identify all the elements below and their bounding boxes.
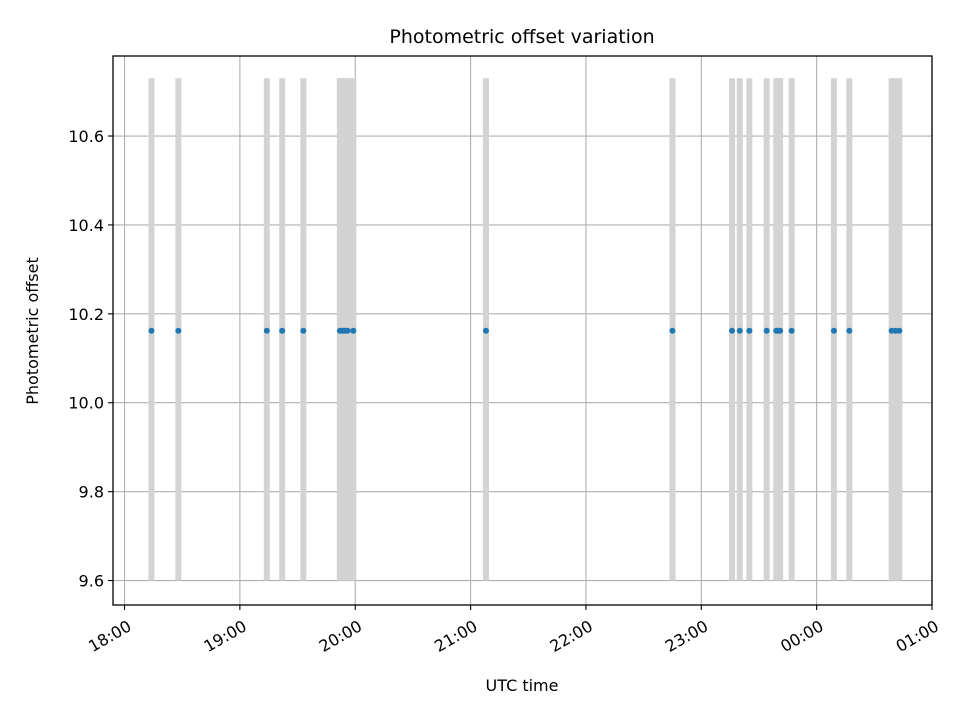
data-point xyxy=(746,327,753,334)
data-point xyxy=(263,327,270,334)
data-point xyxy=(350,327,357,334)
y-tick-label: 10.6 xyxy=(68,127,104,146)
plot-frame xyxy=(112,55,933,606)
y-tick-label: 10.0 xyxy=(68,394,104,413)
y-tick-label: 10.4 xyxy=(68,216,104,235)
data-point xyxy=(669,327,676,334)
data-point xyxy=(788,327,795,334)
data-point xyxy=(148,327,155,334)
chart-title: Photometric offset variation xyxy=(389,26,654,48)
y-axis-ticks: 9.6 9.8 10.0 10.2 10.4 10.6 xyxy=(68,127,113,591)
data-point xyxy=(896,327,903,334)
data-point xyxy=(729,327,736,334)
x-axis-title: UTC time xyxy=(486,676,559,695)
y-tick-label: 9.6 xyxy=(79,572,104,591)
grid-lines xyxy=(113,56,933,605)
data-point xyxy=(279,327,286,334)
data-point xyxy=(344,327,351,334)
y-tick-label: 9.8 xyxy=(79,483,104,502)
data-point xyxy=(777,327,784,334)
data-point xyxy=(300,327,307,334)
y-axis-title: Photometric offset xyxy=(23,257,42,405)
data-point xyxy=(175,327,182,334)
data-points xyxy=(148,327,903,334)
y-tick-label: 10.2 xyxy=(68,305,104,324)
data-point xyxy=(736,327,743,334)
data-point xyxy=(763,327,770,334)
data-point xyxy=(846,327,853,334)
data-point xyxy=(482,327,489,334)
data-point xyxy=(830,327,837,334)
